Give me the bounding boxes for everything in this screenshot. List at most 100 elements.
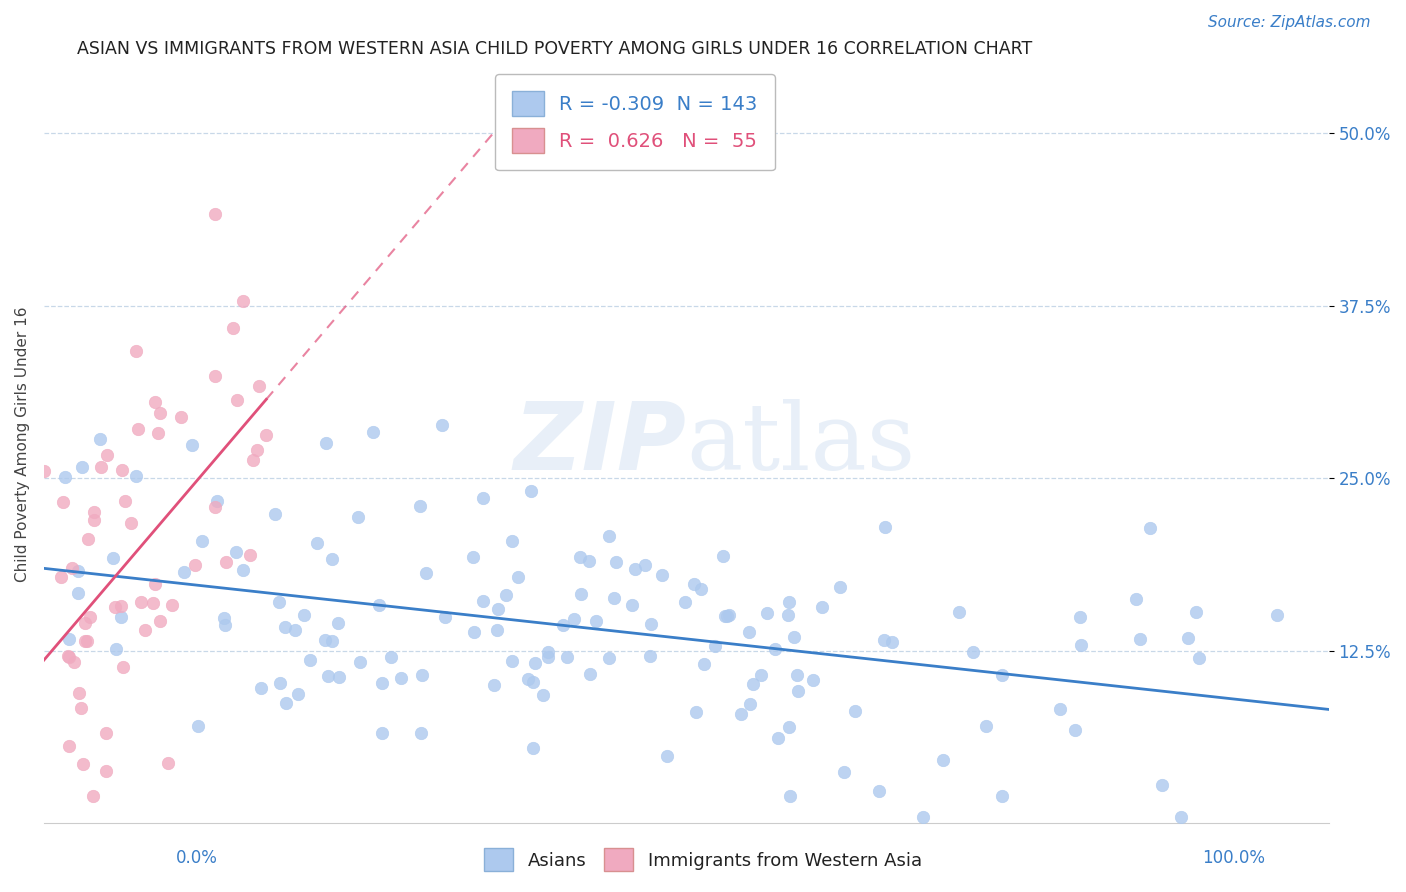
- Point: [778, 608, 800, 623]
- Point: [741, 676, 763, 690]
- Point: [974, 719, 997, 733]
- Point: [620, 599, 643, 613]
- Point: [321, 552, 343, 566]
- Point: [433, 609, 456, 624]
- Point: [246, 442, 269, 457]
- Point: [184, 558, 207, 572]
- Point: [520, 484, 543, 499]
- Point: [83, 513, 105, 527]
- Point: [314, 633, 336, 648]
- Point: [624, 562, 647, 576]
- Point: [222, 321, 245, 335]
- Point: [568, 549, 591, 564]
- Point: [232, 293, 254, 308]
- Point: [370, 676, 392, 690]
- Point: [948, 605, 970, 619]
- Point: [204, 369, 226, 384]
- Point: [143, 577, 166, 591]
- Point: [170, 410, 193, 425]
- Point: [738, 697, 761, 711]
- Legend: R = -0.309  N = 143, R =  0.626   N =  55: R = -0.309 N = 143, R = 0.626 N = 55: [495, 74, 775, 170]
- Point: [717, 607, 740, 622]
- Point: [276, 697, 298, 711]
- Point: [692, 657, 714, 672]
- Point: [517, 673, 540, 687]
- Point: [287, 687, 309, 701]
- Point: [634, 558, 657, 573]
- Text: ASIAN VS IMMIGRANTS FROM WESTERN ASIA CHILD POVERTY AMONG GIRLS UNDER 16 CORRELA: ASIAN VS IMMIGRANTS FROM WESTERN ASIA CH…: [77, 40, 1032, 58]
- Point: [640, 616, 662, 631]
- Point: [367, 598, 389, 612]
- Point: [844, 704, 866, 718]
- Point: [72, 757, 94, 772]
- Point: [250, 681, 273, 696]
- Point: [79, 609, 101, 624]
- Legend: Asians, Immigrants from Western Asia: Asians, Immigrants from Western Asia: [477, 841, 929, 879]
- Point: [872, 633, 894, 648]
- Point: [269, 595, 291, 609]
- Point: [305, 536, 328, 550]
- Point: [53, 470, 76, 484]
- Point: [605, 555, 627, 569]
- Point: [76, 634, 98, 648]
- Point: [129, 595, 152, 609]
- Point: [786, 668, 808, 682]
- Point: [239, 548, 262, 562]
- Point: [58, 632, 80, 646]
- Point: [1139, 521, 1161, 535]
- Point: [191, 534, 214, 549]
- Point: [58, 739, 80, 754]
- Point: [125, 468, 148, 483]
- Point: [70, 459, 93, 474]
- Point: [349, 656, 371, 670]
- Point: [655, 749, 678, 764]
- Point: [782, 631, 804, 645]
- Point: [486, 602, 509, 616]
- Point: [766, 731, 789, 745]
- Point: [730, 706, 752, 721]
- Point: [522, 740, 544, 755]
- Point: [110, 610, 132, 624]
- Point: [328, 670, 350, 684]
- Point: [32, 464, 55, 478]
- Point: [779, 789, 801, 803]
- Point: [82, 789, 104, 803]
- Point: [63, 655, 86, 669]
- Point: [149, 614, 172, 628]
- Point: [685, 705, 707, 719]
- Point: [714, 608, 737, 623]
- Point: [204, 500, 226, 514]
- Point: [125, 343, 148, 358]
- Point: [553, 618, 575, 632]
- Point: [321, 633, 343, 648]
- Point: [225, 545, 247, 559]
- Point: [537, 650, 560, 665]
- Point: [598, 651, 620, 665]
- Point: [1070, 639, 1092, 653]
- Point: [1265, 608, 1288, 623]
- Point: [703, 639, 725, 653]
- Point: [461, 549, 484, 564]
- Point: [832, 765, 855, 780]
- Point: [932, 753, 955, 767]
- Point: [711, 549, 734, 563]
- Point: [214, 611, 236, 625]
- Point: [105, 642, 128, 657]
- Point: [232, 563, 254, 577]
- Point: [778, 720, 800, 734]
- Point: [506, 570, 529, 584]
- Point: [225, 392, 247, 407]
- Point: [142, 596, 165, 610]
- Point: [284, 624, 307, 638]
- Point: [738, 624, 761, 639]
- Point: [1150, 778, 1173, 792]
- Point: [1129, 632, 1152, 646]
- Point: [962, 645, 984, 659]
- Point: [380, 649, 402, 664]
- Point: [911, 809, 934, 823]
- Point: [347, 510, 370, 524]
- Point: [361, 425, 384, 440]
- Point: [110, 599, 132, 613]
- Point: [83, 505, 105, 519]
- Point: [205, 493, 228, 508]
